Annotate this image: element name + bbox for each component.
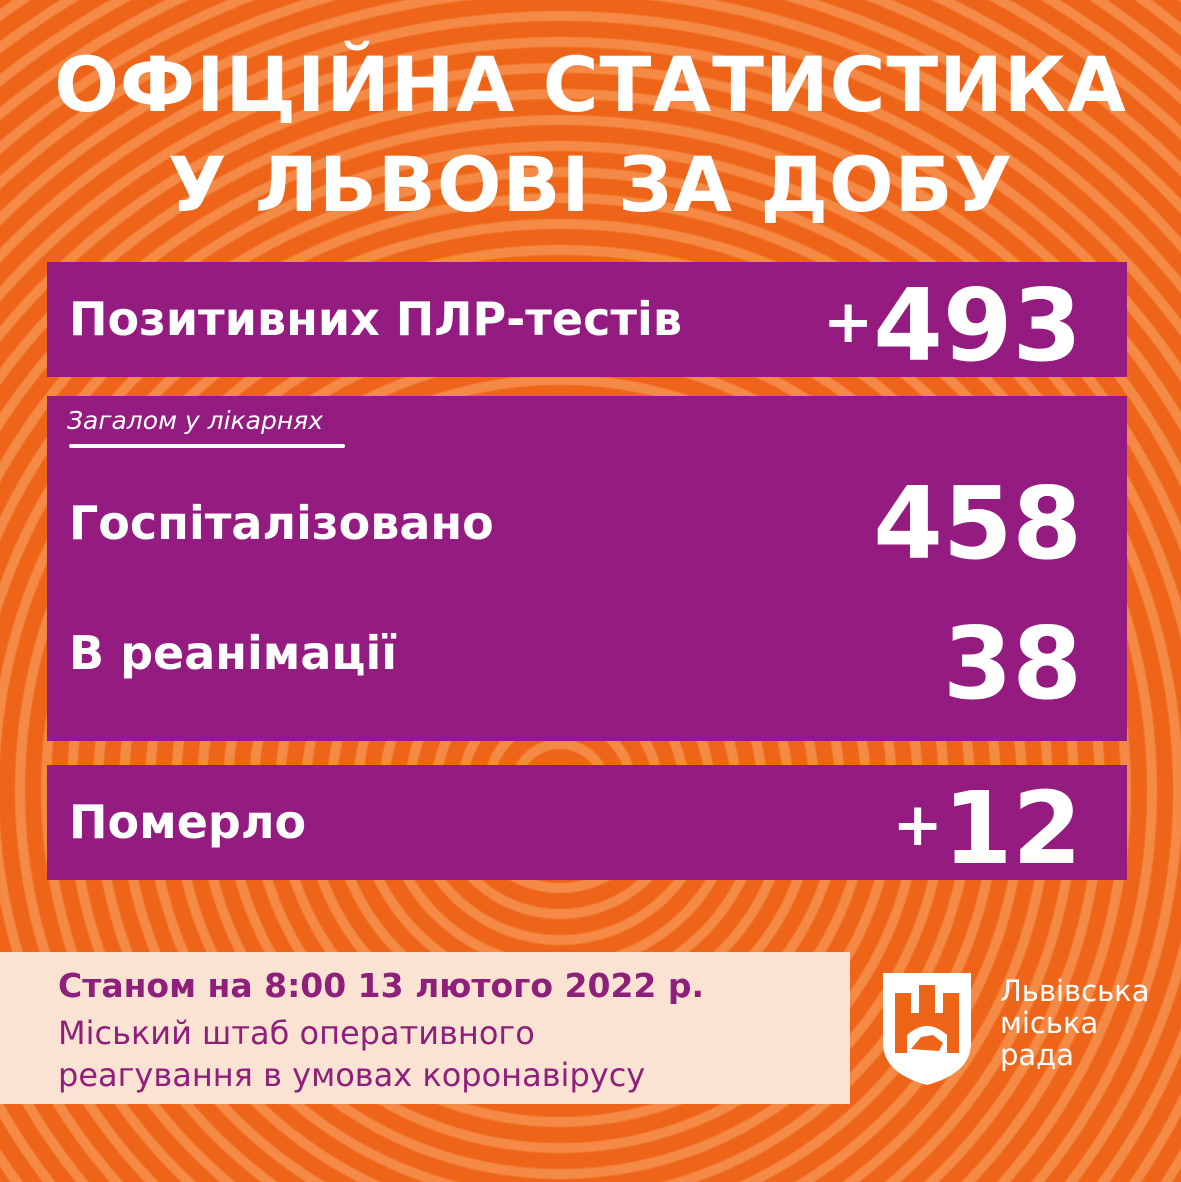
footer-source-line-1: Міський штаб оперативного bbox=[58, 1014, 535, 1052]
footer-date: Станом на 8:00 13 лютого 2022 р. bbox=[58, 966, 705, 1005]
hospitals-subtitle: Загалом у лікарнях bbox=[67, 406, 324, 435]
hospitalized-label: Госпіталізовано bbox=[69, 496, 494, 550]
footer-source-line-2: реагування в умовах коронавірусу bbox=[58, 1056, 646, 1094]
tests-panel: Позитивних ПЛР-тестів +493 bbox=[47, 262, 1127, 377]
logo-line-3: рада bbox=[1000, 1038, 1075, 1072]
deaths-panel: Померло +12 bbox=[47, 765, 1127, 880]
tests-label: Позитивних ПЛР-тестів bbox=[69, 292, 682, 346]
city-council-logo-text: Львівська міська рада bbox=[1000, 975, 1149, 1071]
tests-value: +493 bbox=[823, 272, 1082, 376]
hospitalized-value: 458 bbox=[873, 465, 1082, 582]
footer-box: Станом на 8:00 13 лютого 2022 р. Міський… bbox=[0, 952, 850, 1104]
lviv-coat-of-arms-icon bbox=[883, 973, 971, 1085]
title-line-1: ОФІЦІЙНА СТАТИСТИКА bbox=[54, 40, 1127, 129]
deaths-prefix: + bbox=[892, 790, 943, 860]
tests-number: 493 bbox=[873, 267, 1082, 384]
deaths-label: Померло bbox=[69, 795, 307, 849]
title-line-2: У ЛЬВОВІ ЗА ДОБУ bbox=[167, 140, 1014, 229]
footer-source: Міський штаб оперативного реагування в у… bbox=[58, 1012, 645, 1096]
icu-value: 38 bbox=[942, 605, 1082, 722]
deaths-number: 12 bbox=[942, 770, 1082, 887]
tests-prefix: + bbox=[822, 287, 874, 357]
logo-line-1: Львівська bbox=[1000, 974, 1150, 1008]
hospitals-panel: Загалом у лікарнях Госпіталізовано 458 В… bbox=[47, 396, 1127, 741]
deaths-value: +12 bbox=[893, 775, 1082, 879]
logo-line-2: міська bbox=[1000, 1006, 1099, 1040]
subtitle-underline bbox=[69, 444, 345, 448]
icu-label: В реанімації bbox=[69, 626, 398, 680]
